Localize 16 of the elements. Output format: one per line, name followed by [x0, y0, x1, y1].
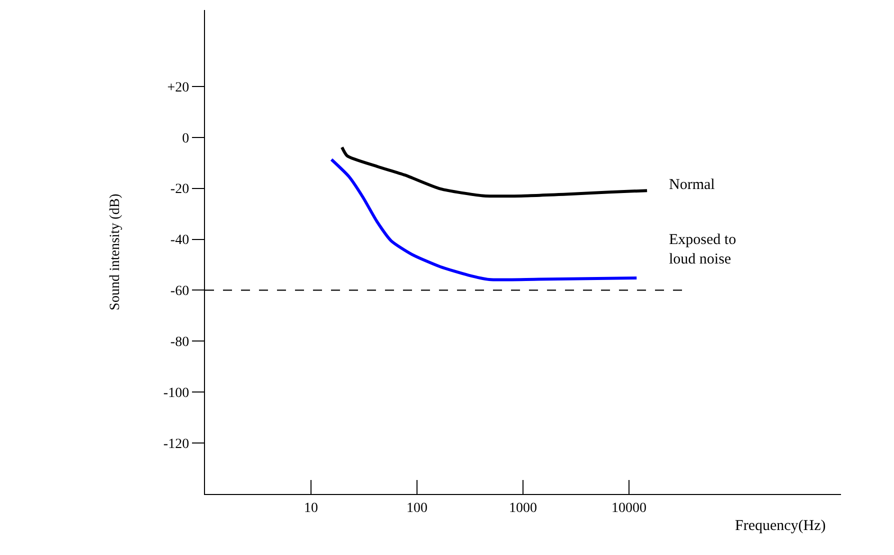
x-tick-label: 100: [406, 500, 428, 516]
text: Exposed to loud noise: [669, 232, 736, 268]
y-tick-label: -60: [170, 284, 190, 300]
y-axis-title: Sound intensity (dB): [108, 193, 124, 310]
x-tick-label: 10: [304, 500, 318, 516]
x-tick-label: 1000: [509, 500, 537, 516]
series-label: Normal: [669, 177, 715, 193]
y-tick-label: -40: [170, 233, 190, 248]
y-tick-label: -120: [163, 436, 190, 452]
x-axis-title: Frequency(Hz): [735, 518, 826, 534]
y-tick-label: 0: [182, 131, 190, 146]
y-tick-label: -20: [170, 182, 190, 198]
y-tick-label: +20: [167, 80, 190, 96]
y-tick-label: -80: [170, 335, 190, 350]
x-tick-label: 10000: [612, 500, 646, 516]
y-tick-label: -100: [163, 386, 190, 402]
